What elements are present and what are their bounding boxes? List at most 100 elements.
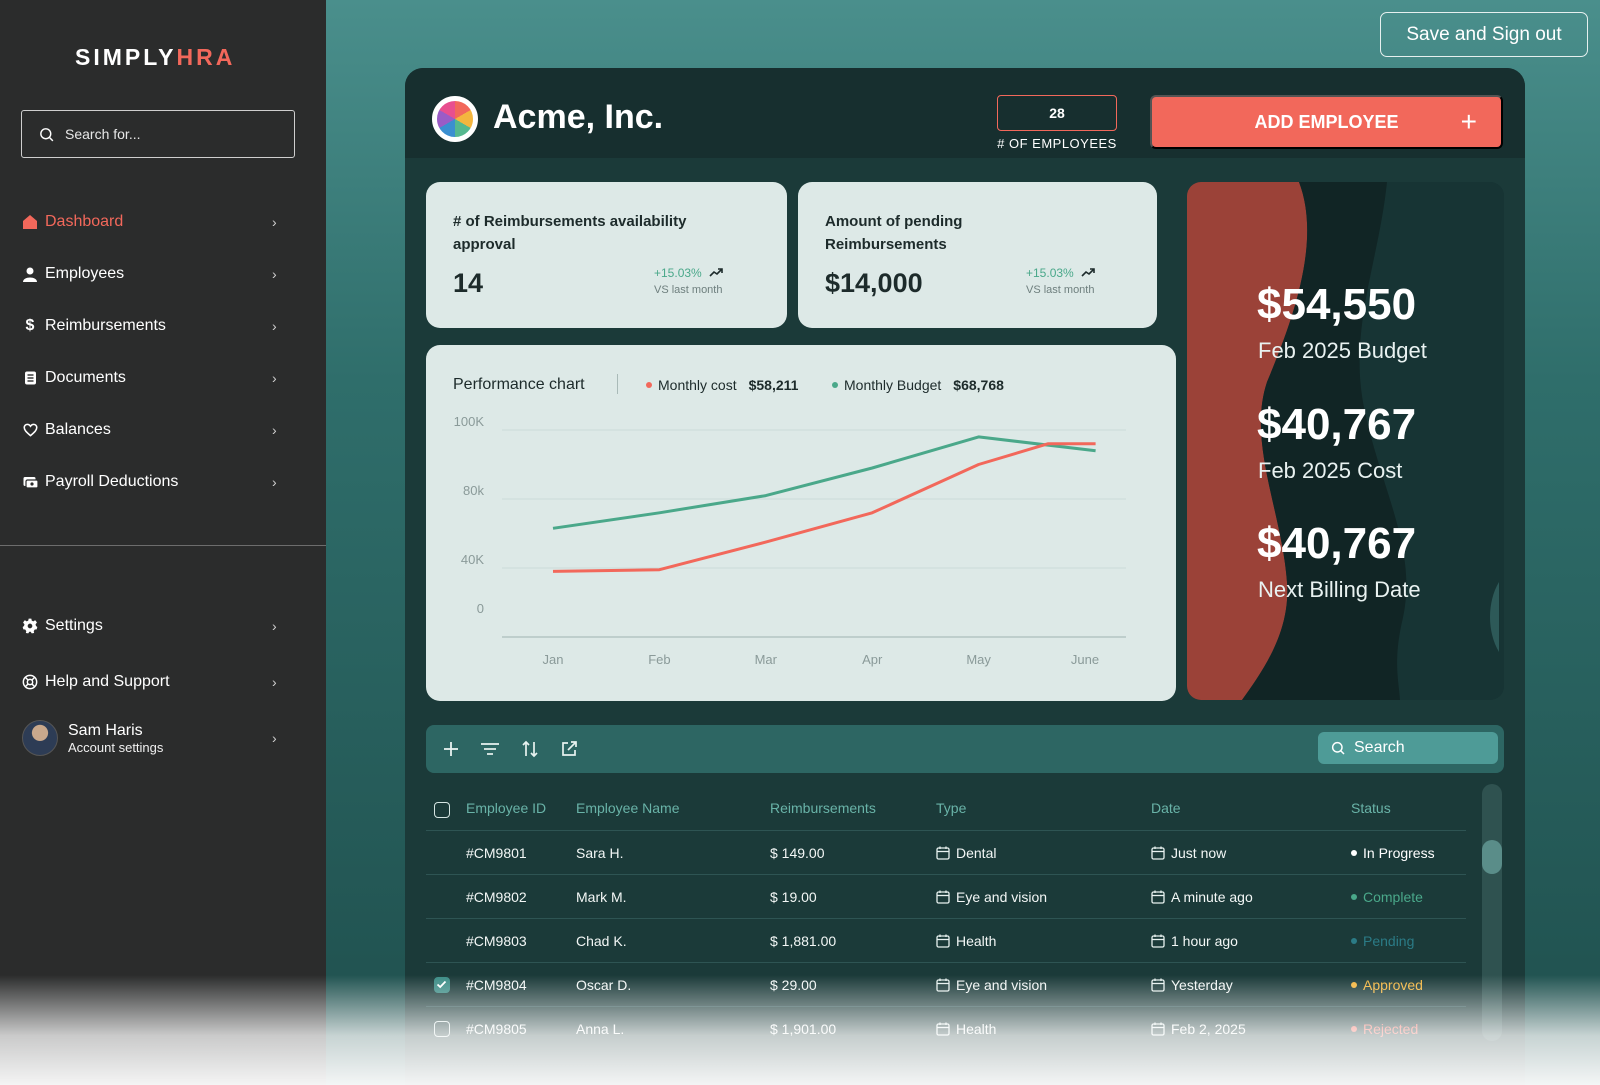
table-scrollbar[interactable] <box>1482 784 1502 1041</box>
kpi-card-reimbursements-approval: # of Reimbursements availability approva… <box>426 182 787 328</box>
cell-reimbursement-amount: $ 19.00 <box>770 889 817 905</box>
cell-date: Just now <box>1151 845 1226 861</box>
table-search-input[interactable]: Search <box>1318 732 1498 764</box>
column-header-type[interactable]: Type <box>936 800 967 816</box>
legend-monthly-cost: Monthly cost $58,211 <box>646 377 798 393</box>
chevron-right-icon: › <box>272 318 277 334</box>
kpi-title: Amount of pending Reimbursements <box>825 213 963 253</box>
sidebar-item-label: Documents <box>45 369 126 386</box>
cell-date: Feb 2, 2025 <box>1151 1021 1246 1037</box>
budget-label: Feb 2025 Budget <box>1258 338 1427 363</box>
cell-employee-id: #CM9801 <box>466 845 527 861</box>
cell-text: Health <box>956 1021 997 1037</box>
column-header-employee-id[interactable]: Employee ID <box>466 800 547 816</box>
table-row[interactable]: #CM9803 Chad K. $ 1,881.00 Health 1 hour ago… <box>426 918 1466 963</box>
company-name: Acme, Inc. <box>493 98 664 136</box>
sidebar-search-input[interactable]: Search for... <box>21 110 295 158</box>
table-toolbar: Search <box>426 725 1504 773</box>
sidebar-item-payroll-deductions[interactable]: Payroll Deductions › <box>0 456 326 508</box>
sidebar-item-label: Balances <box>45 421 111 438</box>
sidebar: SIMPLYHRA Search for... Dashboard › Empl… <box>0 0 326 1085</box>
cell-reimbursement-amount: $ 1,881.00 <box>770 933 836 949</box>
chevron-right-icon: › <box>272 730 277 746</box>
trend-up-icon <box>709 268 723 277</box>
kpi-value: 14 <box>453 268 484 298</box>
status-badge: Complete <box>1363 889 1423 905</box>
cell-employee-id: #CM9802 <box>466 889 527 905</box>
calendar-icon <box>936 1022 950 1036</box>
chevron-right-icon: › <box>272 214 277 230</box>
main-panel: Acme, Inc. 28 # OF EMPLOYEES ADD EMPLOYE… <box>405 68 1525 1085</box>
cell-text: $ 1,881.00 <box>770 933 837 949</box>
column-header-status[interactable]: Status <box>1351 800 1391 816</box>
status-badge: Pending <box>1363 933 1415 949</box>
user-subtitle: Account settings <box>68 739 164 755</box>
row-checkbox[interactable] <box>434 977 450 993</box>
save-and-sign-out-button[interactable]: Save and Sign out <box>1380 12 1588 57</box>
table-row[interactable]: #CM9805 Anna L. $ 1,901.00 Health Feb 2, 202… <box>426 1006 1466 1051</box>
chevron-right-icon: › <box>272 674 277 690</box>
cell-employee-name: Sara H. <box>576 845 623 861</box>
sidebar-item-reimbursements[interactable]: $ Reimbursements › <box>0 300 326 352</box>
kpi-delta: +15.03% <box>1026 266 1095 280</box>
sidebar-item-documents[interactable]: Documents › <box>0 352 326 404</box>
add-employee-label: ADD EMPLOYEE <box>1254 111 1399 132</box>
cell-type: Eye and vision <box>936 977 1047 993</box>
cost-value: $40,767 <box>1257 400 1417 449</box>
sidebar-item-help[interactable]: Help and Support › <box>0 654 326 710</box>
column-header-employee-name[interactable]: Employee Name <box>576 800 680 816</box>
table-scrollbar-thumb[interactable] <box>1482 840 1502 874</box>
cell-status: Rejected <box>1351 1021 1418 1037</box>
dollar-icon: $ <box>25 317 35 334</box>
status-badge: Rejected <box>1363 1021 1419 1037</box>
cell-employee-name: Anna L. <box>576 1021 624 1037</box>
cell-employee-id: #CM9805 <box>466 1021 527 1037</box>
kpi-title: # of Reimbursements availability approva… <box>453 213 687 253</box>
add-row-button[interactable] <box>439 737 463 761</box>
row-checkbox[interactable] <box>434 1021 450 1037</box>
table-row[interactable]: #CM9804 Oscar D. $ 29.00 Eye and vision Yest… <box>426 962 1466 1007</box>
logo-accent: HRA <box>176 44 236 70</box>
kpi-vs: VS last month <box>1026 284 1095 296</box>
sort-button[interactable] <box>518 737 542 761</box>
sidebar-item-label: Dashboard <box>45 213 124 230</box>
external-link-icon <box>562 741 577 756</box>
status-dot <box>1351 938 1357 944</box>
select-all-checkbox[interactable] <box>434 802 450 818</box>
budget-card-background <box>1187 182 1504 700</box>
cell-type: Health <box>936 933 996 949</box>
filter-button[interactable] <box>478 737 502 761</box>
sidebar-item-employees[interactable]: Employees › <box>0 248 326 300</box>
app-logo[interactable]: SIMPLYHRA <box>75 44 235 71</box>
account-settings[interactable]: Sam Haris Account settings › <box>22 718 312 758</box>
chevron-right-icon: › <box>272 618 277 634</box>
cell-text: $ 1,901.00 <box>770 1021 837 1037</box>
cell-reimbursement-amount: $ 149.00 <box>770 845 825 861</box>
heart-icon <box>22 422 38 438</box>
legend-name: Monthly cost <box>658 377 737 393</box>
table-search-placeholder: Search <box>1354 739 1405 756</box>
sidebar-item-dashboard[interactable]: Dashboard › <box>0 196 326 248</box>
column-header-date[interactable]: Date <box>1151 800 1181 816</box>
table-row[interactable]: #CM9801 Sara H. $ 149.00 Dental Just now In P… <box>426 830 1466 875</box>
status-dot <box>1351 982 1357 988</box>
cell-employee-name: Mark M. <box>576 889 627 905</box>
y-tick-label: 40K <box>461 552 484 567</box>
sidebar-item-balances[interactable]: Balances › <box>0 404 326 456</box>
x-tick-label: Mar <box>755 652 778 667</box>
cell-text: #CM9805 <box>466 1021 527 1037</box>
table-row[interactable]: #CM9802 Mark M. $ 19.00 Eye and vision A min… <box>426 874 1466 919</box>
legend-dot <box>646 382 652 388</box>
add-employee-button[interactable]: ADD EMPLOYEE + <box>1150 95 1503 149</box>
cell-text: Eye and vision <box>956 889 1048 905</box>
checkmark-icon <box>436 980 447 989</box>
document-icon <box>22 370 38 386</box>
column-header-reimbursements[interactable]: Reimbursements <box>770 800 876 816</box>
export-button[interactable] <box>557 737 581 761</box>
cell-status: In Progress <box>1351 845 1435 861</box>
sidebar-item-settings[interactable]: Settings › <box>0 598 326 654</box>
employee-count-label: # OF EMPLOYEES <box>997 136 1117 151</box>
cell-text: Oscar D. <box>576 977 632 993</box>
billing-label: Next Billing Date <box>1258 577 1421 602</box>
x-tick-label: Feb <box>648 652 670 667</box>
